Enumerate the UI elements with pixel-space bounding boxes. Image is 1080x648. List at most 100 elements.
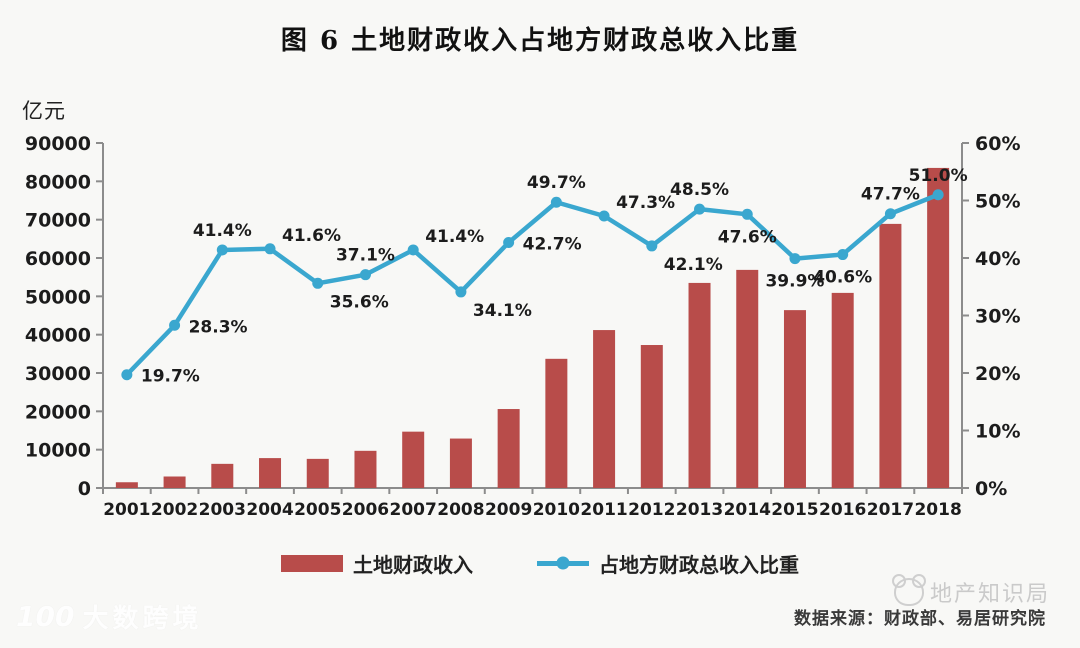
- x-axis-year-label: 2007: [390, 500, 437, 520]
- dashu-logo-icon: 100: [16, 600, 75, 633]
- left-axis-tick-label: 0: [78, 478, 91, 500]
- line-point-2005: [312, 277, 324, 289]
- mascot-face-icon: [891, 574, 926, 606]
- line-data-label: 35.6%: [330, 292, 389, 312]
- line-point-2012: [646, 240, 658, 252]
- line-point-2014: [741, 208, 753, 220]
- x-axis-year-label: 2016: [819, 500, 866, 520]
- left-axis-tick-label: 50000: [25, 286, 91, 308]
- line-data-label: 47.7%: [861, 185, 920, 205]
- x-axis-year-label: 2010: [533, 500, 580, 520]
- right-axis-tick-label: 0%: [975, 478, 1007, 500]
- left-axis-tick-label: 20000: [25, 401, 91, 423]
- line-point-2002: [169, 319, 181, 331]
- line-data-label: 51.0%: [909, 166, 968, 186]
- line-point-2017: [884, 208, 896, 220]
- bar-2016: [831, 292, 854, 488]
- bar-2013: [688, 282, 711, 488]
- line-point-2011: [598, 210, 610, 222]
- line-data-label: 40.6%: [813, 268, 872, 288]
- line-data-label: 28.3%: [189, 317, 248, 337]
- left-axis-tick-label: 60000: [25, 248, 91, 270]
- line-data-label: 34.1%: [473, 301, 532, 321]
- line-data-label: 39.9%: [765, 272, 824, 292]
- right-axis-tick-label: 20%: [975, 363, 1020, 385]
- right-axis-tick-label: 50%: [975, 191, 1020, 213]
- bar-2004: [259, 458, 282, 488]
- line-data-label: 19.7%: [141, 367, 200, 387]
- x-axis-year-label: 2005: [294, 500, 341, 520]
- bar-2010: [545, 358, 568, 488]
- line-data-label: 47.6%: [718, 227, 777, 247]
- line-point-2006: [359, 269, 371, 281]
- line-point-2015: [789, 253, 801, 265]
- line-data-label: 41.4%: [193, 221, 252, 241]
- line-series-label: 占地方财政总收入比重: [599, 552, 799, 577]
- x-axis-year-label: 2011: [580, 500, 627, 520]
- line-point-2004: [264, 243, 276, 255]
- x-axis-year-label: 2012: [628, 500, 675, 520]
- line-data-label: 41.6%: [282, 226, 341, 246]
- bar-2017: [879, 223, 902, 488]
- line-data-label: 41.4%: [425, 227, 484, 247]
- line-data-label: 37.1%: [336, 246, 395, 266]
- x-axis-year-label: 2014: [724, 500, 771, 520]
- left-axis-tick-label: 30000: [25, 363, 91, 385]
- line-point-2010: [550, 196, 562, 208]
- bar-2008: [449, 438, 472, 488]
- bar-2002: [163, 476, 186, 488]
- bar-2001: [115, 482, 138, 488]
- bar-2015: [783, 310, 806, 488]
- x-axis-year-label: 2006: [342, 500, 389, 520]
- bar-2007: [402, 431, 425, 488]
- x-axis-year-label: 2018: [914, 500, 961, 520]
- x-axis-year-label: 2017: [867, 500, 914, 520]
- left-axis-tick-label: 90000: [25, 133, 91, 155]
- legend-item-bar: 土地财政收入: [281, 549, 473, 578]
- line-series-swatch: [537, 556, 589, 570]
- watermark-left-text: 大数跨境: [82, 604, 203, 634]
- bar-2005: [306, 458, 329, 488]
- watermark-dashu-kuajing: 100 大数跨境: [16, 598, 202, 635]
- line-point-2013: [694, 203, 706, 215]
- line-point-2018: [932, 189, 944, 201]
- legend-item-line: 占地方财政总收入比重: [537, 549, 799, 578]
- watermark-right-text: 地产知识局: [929, 582, 1050, 607]
- line-series-marker-icon: [556, 556, 570, 570]
- x-axis-year-label: 2002: [151, 500, 198, 520]
- left-axis-unit-label: 亿元: [22, 99, 66, 123]
- left-axis-tick-label: 40000: [25, 325, 91, 347]
- x-axis-year-label: 2008: [437, 500, 484, 520]
- chart-title: 图 6 土地财政收入占地方财政总收入比重: [280, 26, 800, 56]
- bar-2014: [736, 269, 759, 488]
- x-axis-year-label: 2013: [676, 500, 723, 520]
- line-data-label: 42.7%: [523, 234, 582, 254]
- ratio-line: [125, 192, 939, 377]
- bar-2012: [640, 345, 663, 488]
- line-point-2007: [407, 244, 419, 256]
- line-point-2008: [455, 286, 467, 298]
- left-axis-tick-label: 70000: [25, 210, 91, 232]
- data-source-note: 数据来源：财政部、易居研究院: [794, 609, 1046, 629]
- right-axis-tick-label: 30%: [975, 306, 1020, 328]
- right-axis-tick-label: 10%: [975, 421, 1020, 443]
- bar-2018: [927, 167, 950, 488]
- bar-2006: [354, 450, 377, 488]
- x-axis-year-label: 2015: [771, 500, 818, 520]
- line-point-2016: [837, 249, 849, 261]
- bar-2003: [211, 463, 234, 488]
- left-axis-tick-label: 80000: [25, 171, 91, 193]
- bar-series-label: 土地财政收入: [353, 552, 473, 577]
- x-axis-year-label: 2001: [103, 500, 150, 520]
- left-axis-tick-label: 10000: [25, 440, 91, 462]
- bar-2009: [497, 409, 520, 488]
- x-axis-year-label: 2003: [199, 500, 246, 520]
- x-axis-year-label: 2004: [246, 500, 293, 520]
- bar-2011: [593, 330, 616, 488]
- watermark-dichan-zhishiju: 地产知识局: [891, 574, 1050, 608]
- line-data-label: 49.7%: [527, 173, 586, 193]
- right-axis-tick-label: 60%: [975, 133, 1020, 155]
- line-point-2009: [503, 236, 515, 248]
- line-data-label: 42.1%: [664, 255, 723, 275]
